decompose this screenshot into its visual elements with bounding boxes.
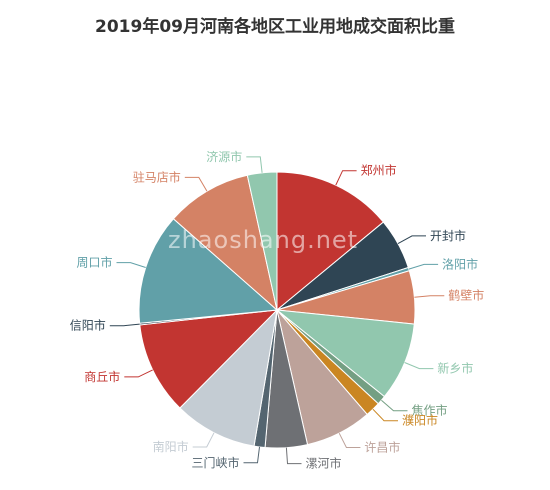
pie-slice[interactable]: [275, 309, 415, 398]
pie-slice[interactable]: [138, 218, 279, 324]
slice-label: 三门峡市: [191, 455, 239, 470]
label-leader-line: [335, 170, 357, 186]
slice-label: 南阳市: [153, 439, 189, 454]
slice-label: 鹤壁市: [448, 288, 484, 303]
label-leader-line: [116, 262, 146, 268]
slice-label: 焦作市: [412, 403, 448, 418]
label-leader-line: [338, 432, 361, 448]
pie-slice[interactable]: [246, 171, 278, 311]
label-leader-line: [192, 432, 215, 448]
label-leader-line: [408, 263, 439, 270]
slice-label: 新乡市: [437, 361, 473, 376]
pie-slice[interactable]: [172, 174, 278, 312]
label-leader-line: [404, 362, 434, 370]
label-leader-line: [372, 408, 398, 422]
slice-label: 信阳市: [70, 318, 106, 333]
watermark: zhaoshang.net: [168, 226, 359, 254]
label-leader-line: [109, 323, 140, 327]
slice-label: 漯河市: [306, 456, 342, 471]
slice-label: 商丘市: [84, 369, 120, 384]
pie-slice[interactable]: [276, 171, 385, 312]
label-leader-line: [184, 176, 208, 192]
label-leader-line: [124, 369, 153, 378]
label-leader-line: [414, 295, 445, 298]
pie-slice[interactable]: [179, 308, 278, 447]
slice-label: 洛阳市: [442, 256, 478, 271]
slice-label: 许昌市: [364, 440, 400, 455]
slice-label: 周口市: [76, 255, 112, 270]
slice-label: 驻马店市: [133, 169, 181, 184]
slice-label: 开封市: [430, 228, 466, 243]
slice-label: 濮阳市: [402, 413, 438, 428]
label-leader-line: [381, 399, 408, 412]
label-leader-line: [243, 446, 260, 464]
slice-label: 郑州市: [361, 163, 397, 178]
label-leader-line: [246, 156, 263, 173]
slice-label: 济源市: [206, 149, 242, 164]
chart-title: 2019年09月河南各地区工业用地成交面积比重: [95, 17, 455, 37]
label-leader-line: [285, 447, 302, 465]
label-leader-line: [397, 235, 426, 245]
